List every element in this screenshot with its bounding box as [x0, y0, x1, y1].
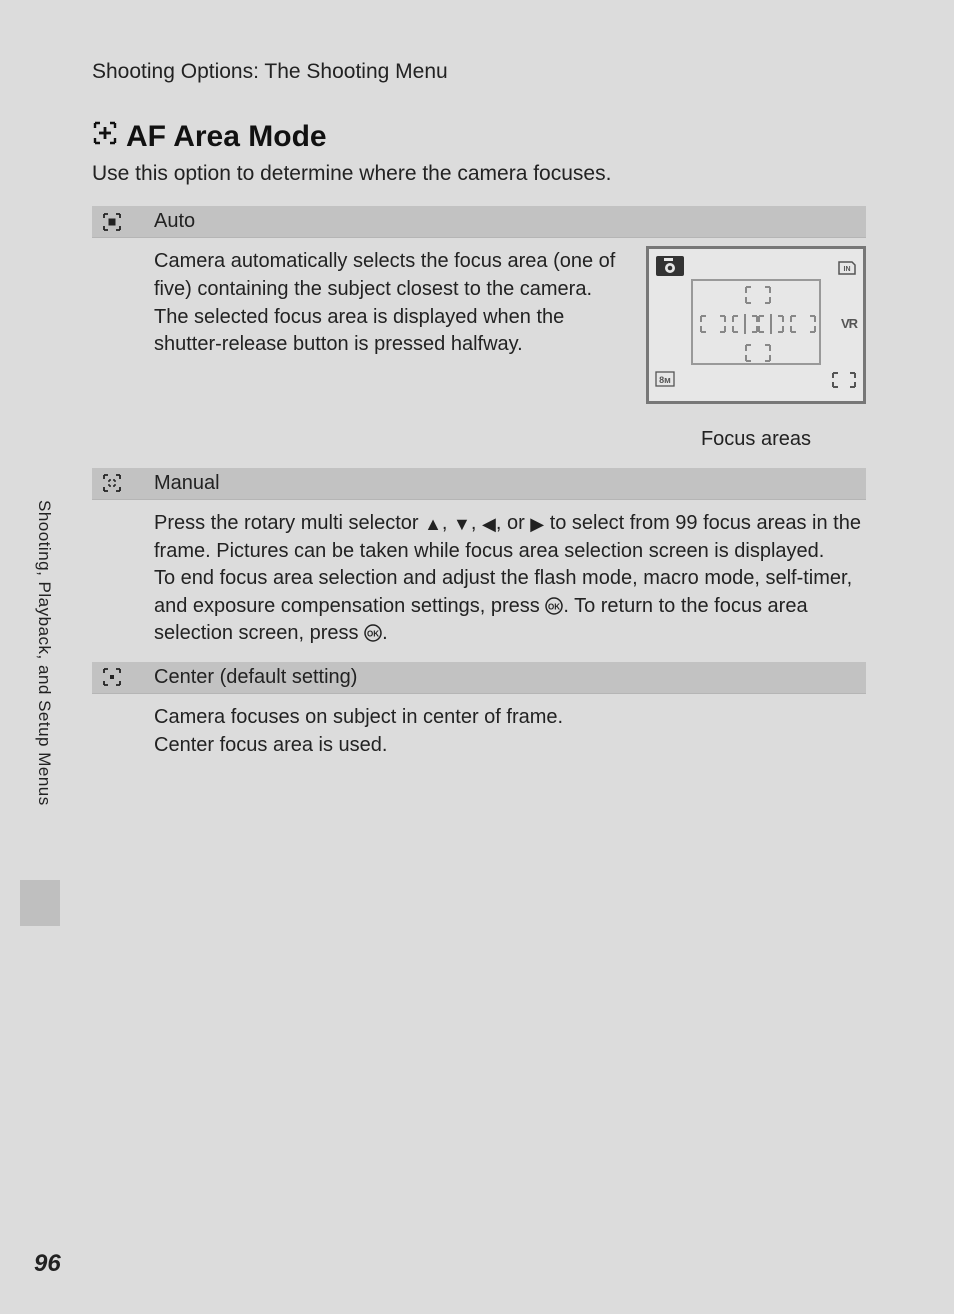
page-subtitle: Use this option to determine where the c…: [92, 160, 866, 188]
mode-manual-title: Manual: [154, 472, 220, 495]
left-arrow-icon: ◀: [482, 514, 496, 534]
manual-text-1: Press the rotary multi selector: [154, 512, 424, 534]
mode-auto-text: Camera automatically selects the focus a…: [154, 248, 622, 358]
camera-screen: IN VR 8м: [646, 246, 866, 404]
right-arrow-icon: ▶: [530, 514, 544, 534]
vr-icon: VR: [841, 315, 857, 333]
mode-center-title: Center (default setting): [154, 666, 357, 689]
page-title: AF Area Mode: [126, 120, 327, 154]
svg-text:8м: 8м: [659, 375, 671, 385]
sep: ,: [442, 512, 453, 534]
camera-display: IN VR 8м: [646, 246, 866, 454]
mode-auto-body: Camera automatically selects the focus a…: [154, 238, 866, 468]
af-area-icon: [92, 120, 118, 154]
mode-auto-header: Auto: [92, 206, 866, 238]
svg-text:IN: IN: [844, 266, 851, 273]
mode-manual-body: Press the rotary multi selector ▲, ▼, ◀,…: [154, 500, 866, 662]
side-tab-marker: [20, 880, 60, 926]
memory-in-icon: IN: [837, 257, 857, 285]
page-heading: AF Area Mode: [92, 120, 866, 154]
breadcrumb: Shooting Options: The Shooting Menu: [92, 60, 866, 84]
side-tab-label: Shooting, Playback, and Setup Menus: [34, 500, 54, 806]
mode-auto-title: Auto: [154, 210, 195, 233]
page-number: 96: [34, 1250, 61, 1278]
image-size-icon: 8м: [655, 368, 675, 396]
focus-indicator-icon: [831, 370, 857, 398]
manual-text-5: .: [382, 622, 388, 644]
camera-mode-icon: [655, 255, 685, 286]
auto-mode-icon: [98, 212, 126, 232]
camera-caption: Focus areas: [646, 426, 866, 454]
mode-manual-header: Manual: [92, 468, 866, 500]
mode-center-body: Camera focuses on subject in center of f…: [154, 694, 866, 773]
ok-button-icon: OK: [545, 595, 563, 617]
manual-mode-icon: [98, 473, 126, 493]
center-text-2: Center focus area is used.: [154, 734, 387, 756]
down-arrow-icon: ▼: [453, 514, 471, 534]
focus-area-box: [691, 279, 821, 365]
svg-text:OK: OK: [367, 630, 379, 639]
center-mode-icon: [98, 667, 126, 687]
sep: , or: [496, 512, 530, 534]
sep: ,: [471, 512, 482, 534]
mode-center-header: Center (default setting): [92, 662, 866, 694]
ok-button-icon: OK: [364, 622, 382, 644]
center-text-1: Camera focuses on subject in center of f…: [154, 706, 563, 728]
svg-text:OK: OK: [548, 602, 560, 611]
up-arrow-icon: ▲: [424, 514, 442, 534]
side-tab: Shooting, Playback, and Setup Menus: [34, 500, 56, 890]
